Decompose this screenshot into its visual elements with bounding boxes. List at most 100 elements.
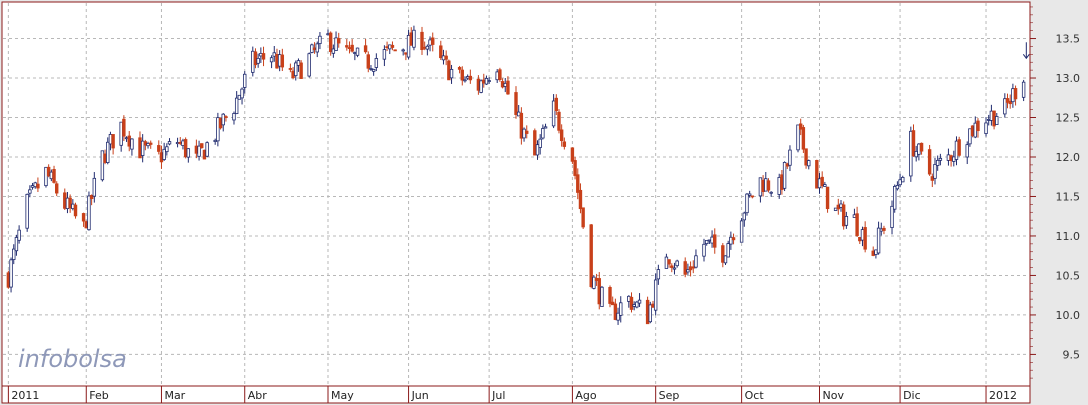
candle-body bbox=[833, 207, 838, 211]
candle-body bbox=[310, 44, 314, 53]
candle-body bbox=[328, 32, 333, 52]
y-tick-label: 11.5 bbox=[1056, 190, 1081, 203]
candle-body bbox=[425, 45, 430, 50]
candle-body bbox=[146, 143, 150, 147]
candle-body bbox=[334, 37, 338, 51]
candle bbox=[576, 168, 580, 200]
candle-body bbox=[739, 220, 744, 243]
candle-body bbox=[670, 265, 674, 268]
candle-body bbox=[895, 185, 900, 190]
candle-body bbox=[49, 171, 54, 180]
plot-area bbox=[1, 1, 1031, 387]
candle bbox=[232, 111, 236, 125]
candle-body bbox=[525, 130, 529, 134]
candle bbox=[506, 76, 510, 95]
candle-body bbox=[731, 237, 736, 241]
candle-body bbox=[726, 243, 730, 258]
candle bbox=[111, 134, 115, 155]
candle-body bbox=[175, 142, 180, 145]
x-tick-label: Mar bbox=[164, 389, 185, 402]
candle bbox=[457, 65, 462, 74]
x-tick-label: Ago bbox=[575, 389, 597, 402]
candle bbox=[823, 181, 827, 187]
candle bbox=[629, 292, 634, 313]
candle bbox=[393, 49, 397, 52]
candle-body bbox=[84, 221, 88, 229]
candle bbox=[202, 149, 207, 160]
candle bbox=[390, 41, 395, 51]
candle-body bbox=[796, 124, 800, 151]
x-tick-label: Abr bbox=[248, 389, 268, 402]
candle-body bbox=[952, 156, 956, 162]
candle-body bbox=[890, 205, 894, 228]
candle-body bbox=[371, 68, 376, 72]
candle bbox=[670, 263, 674, 273]
candle bbox=[55, 181, 59, 197]
candle-body bbox=[447, 60, 451, 81]
candle-body bbox=[723, 255, 728, 264]
candle-body bbox=[9, 259, 13, 288]
candle-body bbox=[1005, 98, 1010, 103]
candle bbox=[149, 140, 153, 149]
candle-body bbox=[1021, 81, 1026, 98]
candle-body bbox=[87, 195, 91, 231]
candle-body bbox=[914, 150, 918, 158]
candle bbox=[447, 59, 451, 81]
candle bbox=[635, 300, 639, 309]
candle-body bbox=[165, 146, 169, 153]
candle bbox=[766, 178, 771, 193]
candle bbox=[648, 301, 652, 324]
x-tick-label: 2012 bbox=[989, 389, 1017, 402]
candle-body bbox=[610, 301, 615, 306]
y-tick-label: 10.0 bbox=[1056, 309, 1081, 322]
candle-body bbox=[686, 269, 690, 273]
candle-body bbox=[500, 81, 505, 88]
candle-body bbox=[157, 145, 161, 152]
candle-body bbox=[629, 296, 634, 310]
candle bbox=[656, 264, 661, 285]
x-tick-label: Nov bbox=[823, 389, 845, 402]
candle bbox=[890, 200, 894, 235]
y-tick-label: 12.0 bbox=[1056, 151, 1081, 164]
candle-body bbox=[345, 45, 349, 48]
candle-body bbox=[138, 137, 142, 159]
candle bbox=[240, 87, 244, 105]
candle bbox=[100, 150, 105, 182]
candle bbox=[608, 285, 612, 308]
candle bbox=[713, 228, 717, 254]
candle-body bbox=[600, 286, 604, 307]
candle bbox=[538, 134, 542, 155]
candle bbox=[702, 238, 706, 262]
candle bbox=[782, 161, 787, 192]
candle-body bbox=[108, 134, 113, 145]
candle-body bbox=[277, 54, 282, 67]
candle bbox=[366, 51, 370, 73]
candle-body bbox=[259, 53, 263, 57]
candle bbox=[52, 165, 56, 184]
candle-body bbox=[1008, 100, 1012, 105]
candle-body bbox=[14, 237, 19, 252]
candle-body bbox=[291, 70, 295, 79]
candle bbox=[750, 195, 755, 199]
candle bbox=[554, 94, 558, 116]
candle-body bbox=[675, 260, 679, 267]
candle-body bbox=[186, 148, 191, 158]
candle bbox=[1021, 79, 1026, 102]
candle-body bbox=[100, 150, 105, 181]
candle-body bbox=[46, 166, 51, 177]
candle-body bbox=[930, 176, 935, 181]
candle bbox=[221, 113, 225, 132]
candle-body bbox=[648, 304, 652, 323]
candle-body bbox=[420, 31, 424, 50]
candle-body bbox=[514, 92, 518, 115]
candle bbox=[406, 29, 411, 60]
candle-body bbox=[825, 186, 830, 210]
candle bbox=[807, 159, 811, 170]
candle-body bbox=[216, 117, 220, 142]
candle bbox=[251, 46, 255, 77]
candle bbox=[799, 118, 803, 136]
candle bbox=[909, 126, 913, 182]
candle bbox=[589, 223, 593, 289]
candle-body bbox=[946, 154, 951, 161]
